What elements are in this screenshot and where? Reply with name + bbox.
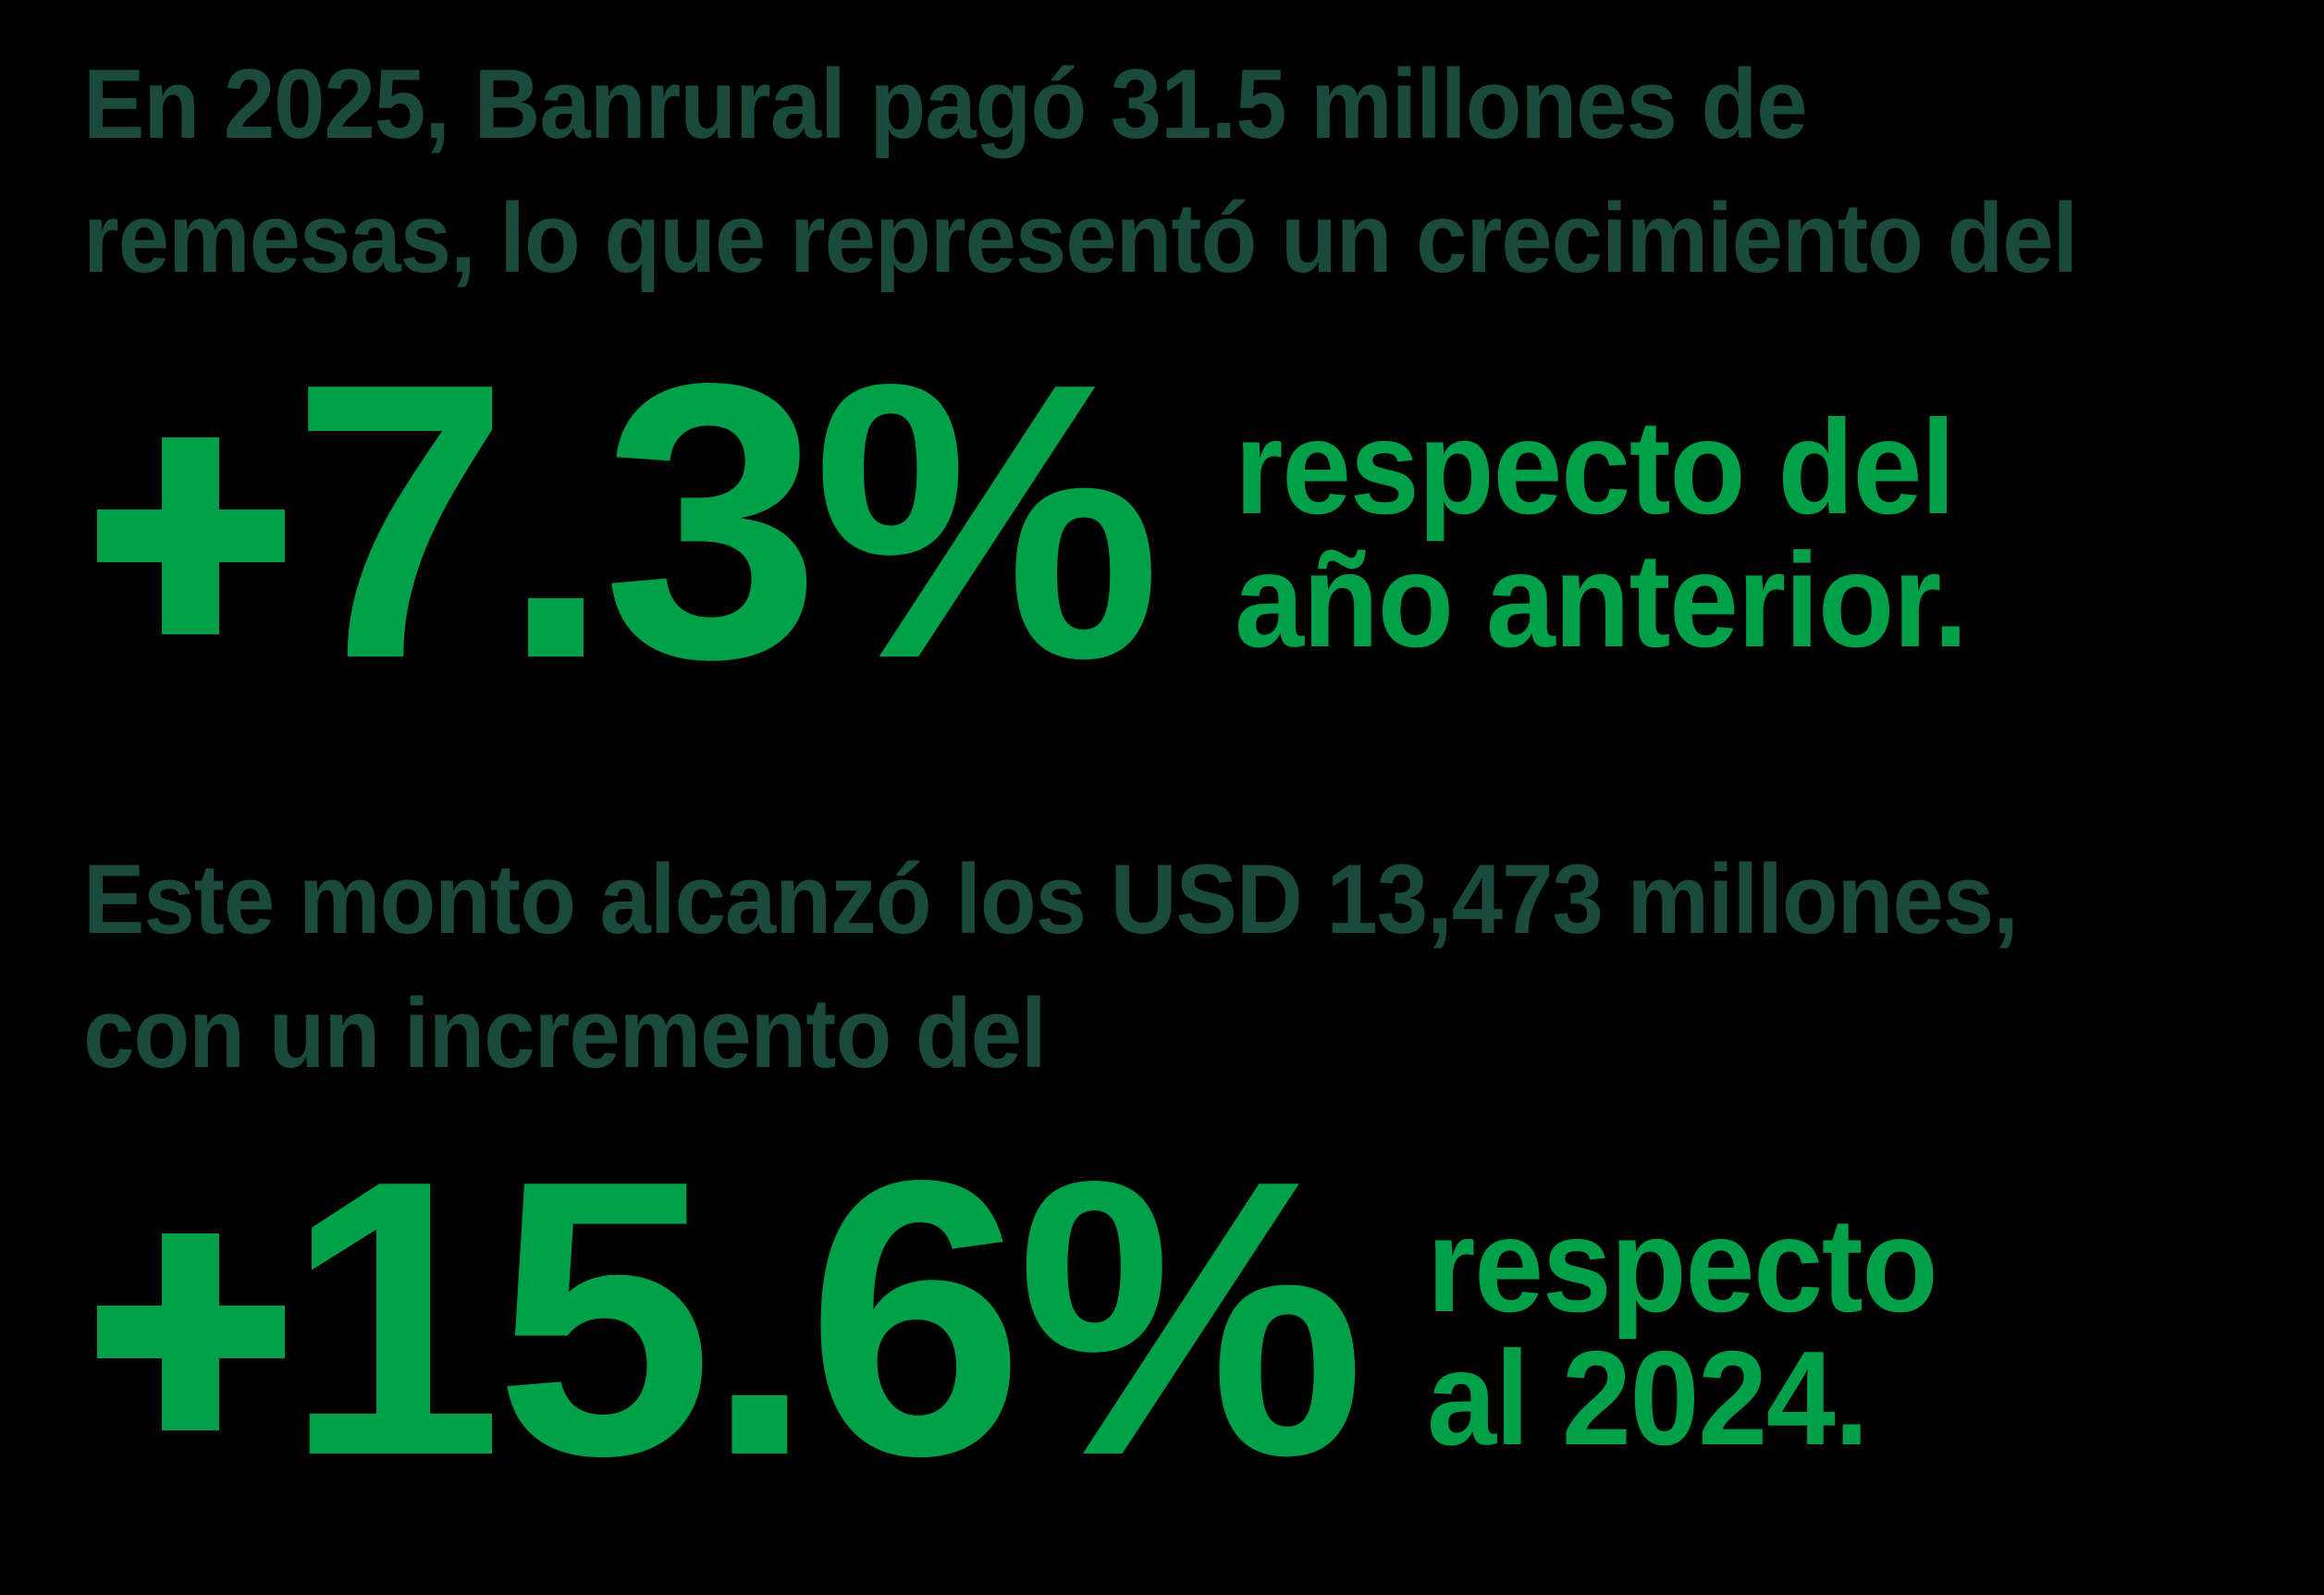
- stat2-value: 15.6%: [285, 1098, 1365, 1537]
- body-line-2: con un incremento del: [83, 977, 1047, 1088]
- stat1-value: 7.3%: [291, 301, 1162, 740]
- body-paragraph: Este monto alcanzó los USD 13,473 millon…: [83, 832, 2019, 1100]
- stat2-caption: respecto al 2024.: [1427, 1190, 1938, 1473]
- intro-line-1: En 2025, Banrural pagó 31.5 millones de: [83, 48, 1808, 159]
- stat2-caption-line-1: respecto: [1427, 1190, 1938, 1340]
- plus-icon: [97, 1233, 285, 1430]
- plus-horizontal-bar: [97, 509, 285, 562]
- intro-paragraph: En 2025, Banrural pagó 31.5 millones de …: [83, 37, 2078, 305]
- body-line-1: Este monto alcanzó los USD 13,473 millon…: [83, 843, 2019, 954]
- plus-horizontal-bar: [97, 1306, 285, 1358]
- stat1-caption: respecto del año anterior.: [1235, 392, 1968, 675]
- plus-icon: [97, 437, 285, 634]
- stat1-caption-line-2: año anterior.: [1235, 525, 1968, 675]
- stat1-caption-line-1: respecto del: [1235, 392, 1956, 542]
- intro-line-2: remesas, lo que representó un crecimient…: [83, 182, 2078, 293]
- stat2-caption-line-2: al 2024.: [1427, 1323, 1869, 1473]
